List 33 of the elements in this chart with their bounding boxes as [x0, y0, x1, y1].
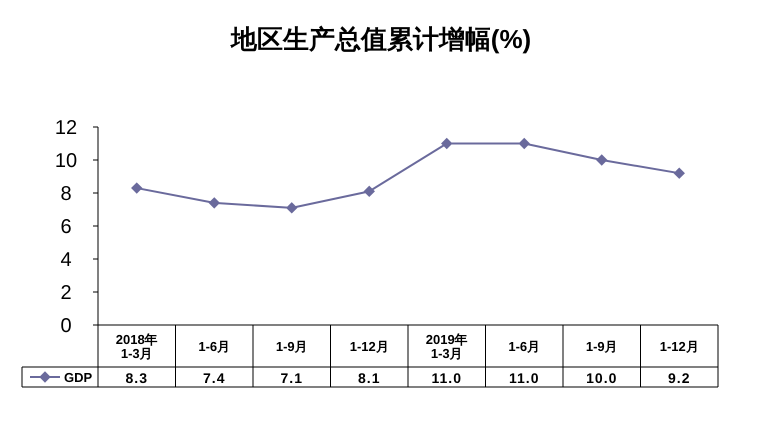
point	[596, 154, 608, 166]
x-tick-label: 1-9月	[276, 339, 308, 354]
data-label: 11.0	[509, 370, 540, 386]
point	[208, 197, 220, 208]
data-label: 9.2	[668, 370, 690, 386]
x-tick-label: 2019年 1-3月	[426, 332, 468, 361]
chart-title: 地区生产总值累计增幅(%)	[230, 24, 532, 54]
point	[364, 186, 375, 197]
data-label: 8.1	[358, 370, 380, 386]
x-tick-label: 1-6月	[198, 339, 230, 354]
y-tick-label: 8	[60, 183, 72, 205]
data-label: 11.0	[432, 370, 462, 386]
point	[674, 168, 685, 179]
x-tick-label: 1-6月	[508, 339, 540, 354]
point	[286, 202, 298, 214]
legend-label: GDP	[64, 370, 92, 385]
y-tick-label: 4	[60, 249, 72, 271]
x-tick-label: 2018年 1-3月	[116, 332, 158, 361]
point	[518, 138, 530, 149]
point	[441, 138, 452, 149]
data-label: 10.0	[586, 370, 618, 386]
y-tick-label: 6	[60, 216, 72, 238]
data-label: 7.4	[203, 370, 226, 386]
x-tick-label: 1-12月	[660, 339, 699, 354]
point	[131, 182, 142, 194]
data-label: 7.1	[280, 370, 303, 386]
y-tick-label: 10	[54, 150, 78, 172]
data-label: 8.3	[126, 370, 148, 386]
y-tick-label: 2	[60, 282, 72, 304]
y-tick-label: 0	[60, 315, 72, 337]
y-tick-label: 12	[54, 117, 78, 139]
x-tick-label: 1-12月	[350, 339, 389, 354]
x-tick-label: 1-9月	[586, 339, 618, 354]
